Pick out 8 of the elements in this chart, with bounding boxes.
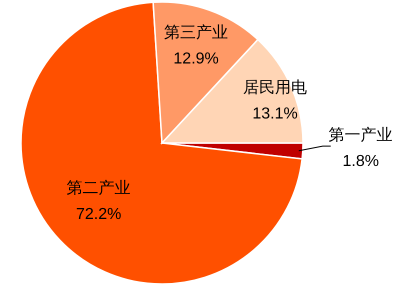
slice-label: 居民用电 bbox=[243, 78, 308, 96]
slice-label: 第三产业 bbox=[164, 23, 228, 42]
data-label: 72.2% bbox=[76, 206, 122, 224]
data-label: 13.1% bbox=[252, 105, 298, 122]
slice-label: 第一产业 bbox=[328, 126, 393, 144]
data-label: 1.8% bbox=[342, 153, 379, 170]
slice-label: 第二产业 bbox=[66, 179, 131, 198]
data-label: 12.9% bbox=[173, 50, 219, 68]
